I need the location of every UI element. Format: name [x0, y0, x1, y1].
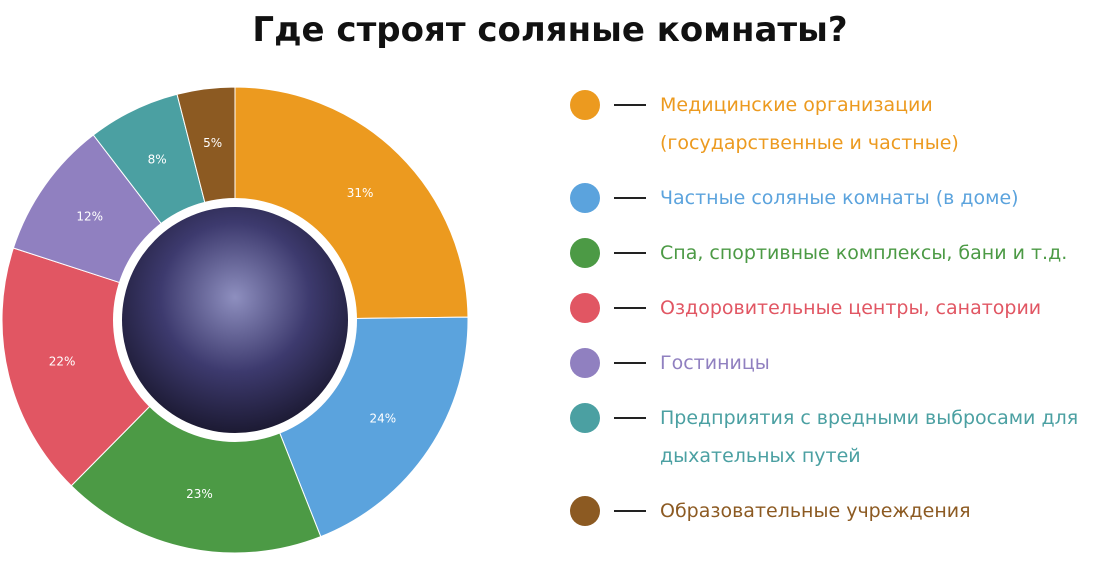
chart-title: Где строят соляные комнаты?: [252, 10, 848, 50]
legend: Медицинские организации (государственные…: [570, 86, 1090, 530]
legend-connector: [614, 510, 646, 512]
legend-item: Спа, спортивные комплексы, бани и т.д.: [570, 234, 1090, 272]
slice-label: 31%: [347, 186, 374, 200]
legend-label: Предприятия с вредными выбросами для дых…: [660, 407, 1079, 467]
slice-label: 8%: [148, 152, 167, 166]
legend-item: Гостиницы: [570, 344, 1090, 382]
slice-label: 22%: [49, 355, 76, 369]
legend-label: Спа, спортивные комплексы, бани и т.д.: [660, 242, 1068, 264]
legend-label: Медицинские организации (государственные…: [660, 94, 959, 154]
legend-label: Образовательные учреждения: [660, 500, 971, 522]
legend-marker: [570, 90, 600, 120]
legend-connector: [614, 362, 646, 364]
legend-item: Образовательные учреждения: [570, 492, 1090, 530]
legend-connector: [614, 252, 646, 254]
slice-label: 5%: [203, 136, 222, 150]
legend-marker: [570, 348, 600, 378]
legend-item: Оздоровительные центры, санатории: [570, 289, 1090, 327]
legend-marker: [570, 238, 600, 268]
legend-connector: [614, 197, 646, 199]
center-photo: [122, 207, 348, 433]
legend-connector: [614, 307, 646, 309]
slice-label: 23%: [186, 487, 213, 501]
legend-label: Частные соляные комнаты (в доме): [660, 187, 1019, 209]
slice-label: 12%: [76, 210, 103, 224]
legend-marker: [570, 496, 600, 526]
legend-label: Гостиницы: [660, 352, 770, 374]
legend-marker: [570, 293, 600, 323]
legend-connector: [614, 104, 646, 106]
legend-label: Оздоровительные центры, санатории: [660, 297, 1042, 319]
slice-label: 24%: [370, 412, 397, 426]
legend-marker: [570, 183, 600, 213]
legend-item: Медицинские организации (государственные…: [570, 86, 1090, 162]
legend-item: Предприятия с вредными выбросами для дых…: [570, 399, 1090, 475]
legend-connector: [614, 417, 646, 419]
legend-item: Частные соляные комнаты (в доме): [570, 179, 1090, 217]
legend-marker: [570, 403, 600, 433]
